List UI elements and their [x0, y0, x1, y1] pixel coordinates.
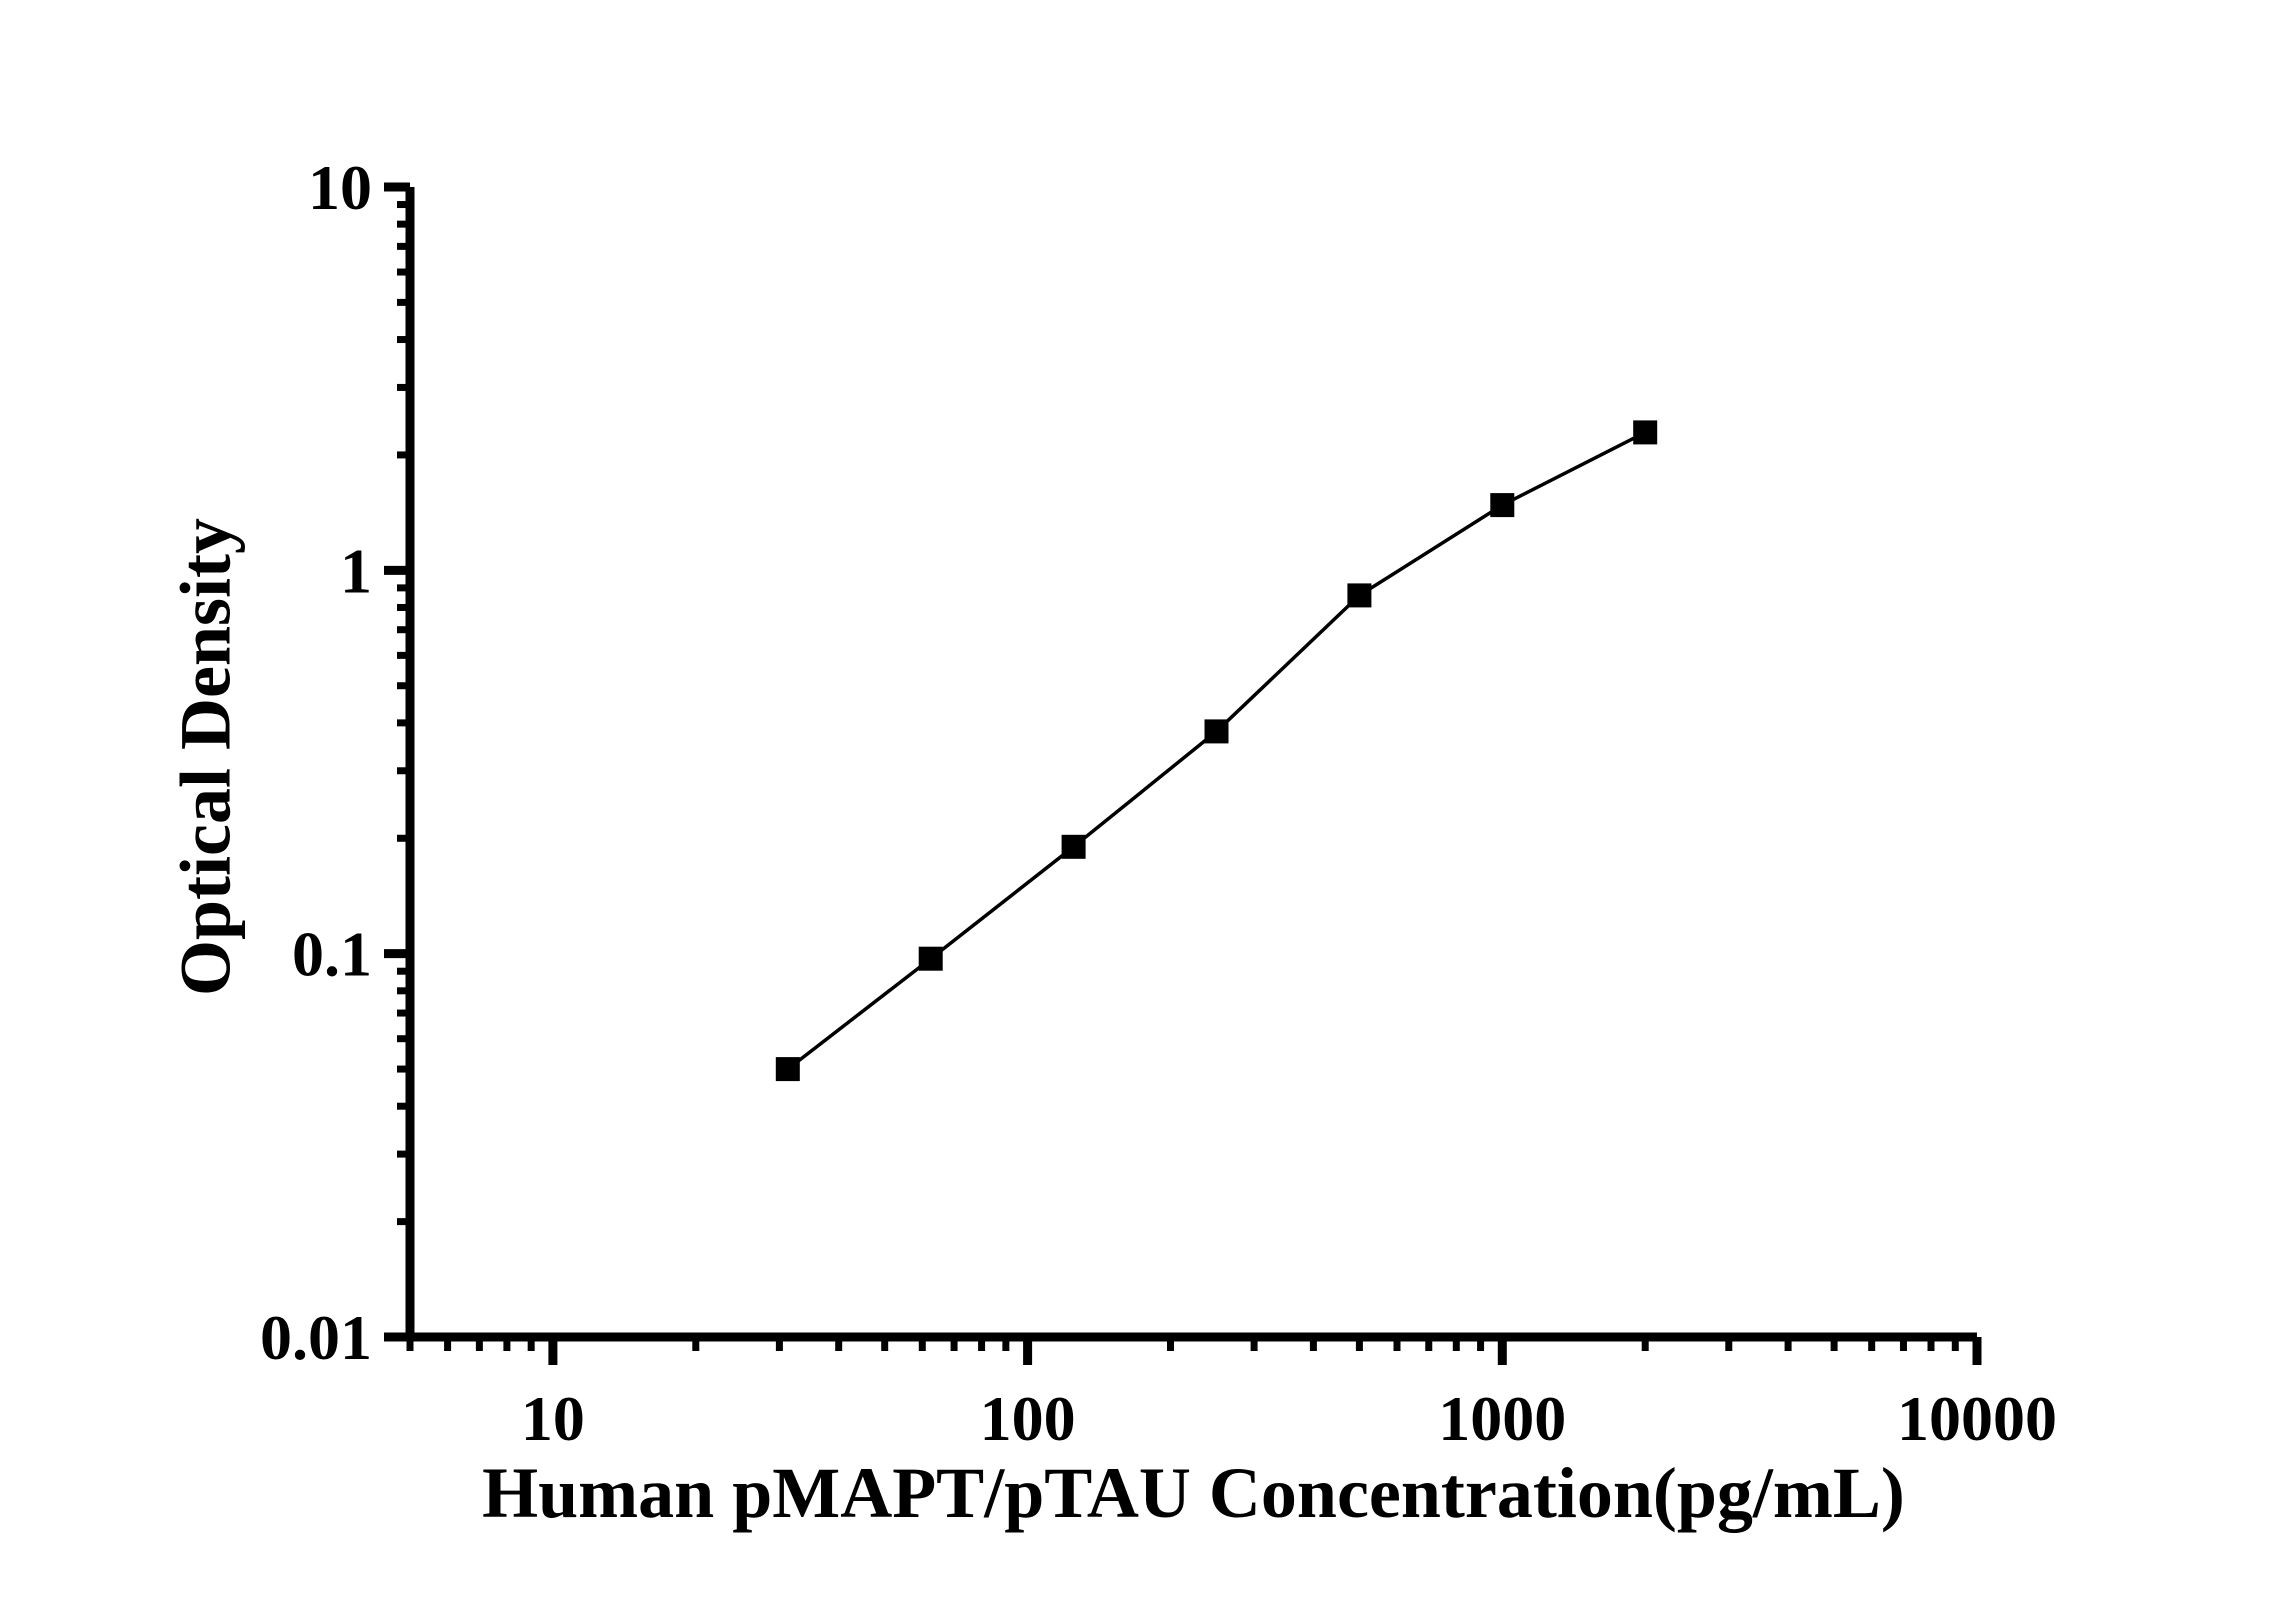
data-point-marker	[918, 946, 943, 971]
y-axis-title: Optical Density	[165, 518, 246, 996]
data-point-marker	[1204, 719, 1229, 744]
data-point-marker	[1490, 493, 1515, 518]
data-point-marker	[1633, 420, 1658, 445]
data-point-marker	[775, 1057, 800, 1082]
y-tick-label: 0.1	[292, 919, 372, 990]
data-point-marker	[1347, 583, 1372, 608]
x-tick-label: 1000	[1438, 1383, 1566, 1454]
y-tick-label: 1	[340, 535, 372, 606]
x-tick-label: 10	[521, 1383, 585, 1454]
y-tick-label: 10	[308, 152, 372, 223]
x-axis-title: Human pMAPT/pTAU Concentration(pg/mL)	[482, 1453, 1905, 1533]
standard-curve-line	[786, 430, 1646, 1071]
x-tick-label: 100	[980, 1383, 1076, 1454]
axis-lines	[405, 187, 1977, 1342]
y-tick-label: 0.01	[260, 1302, 372, 1373]
data-point-marker	[1061, 834, 1086, 859]
x-tick-label: 10000	[1897, 1383, 2057, 1454]
